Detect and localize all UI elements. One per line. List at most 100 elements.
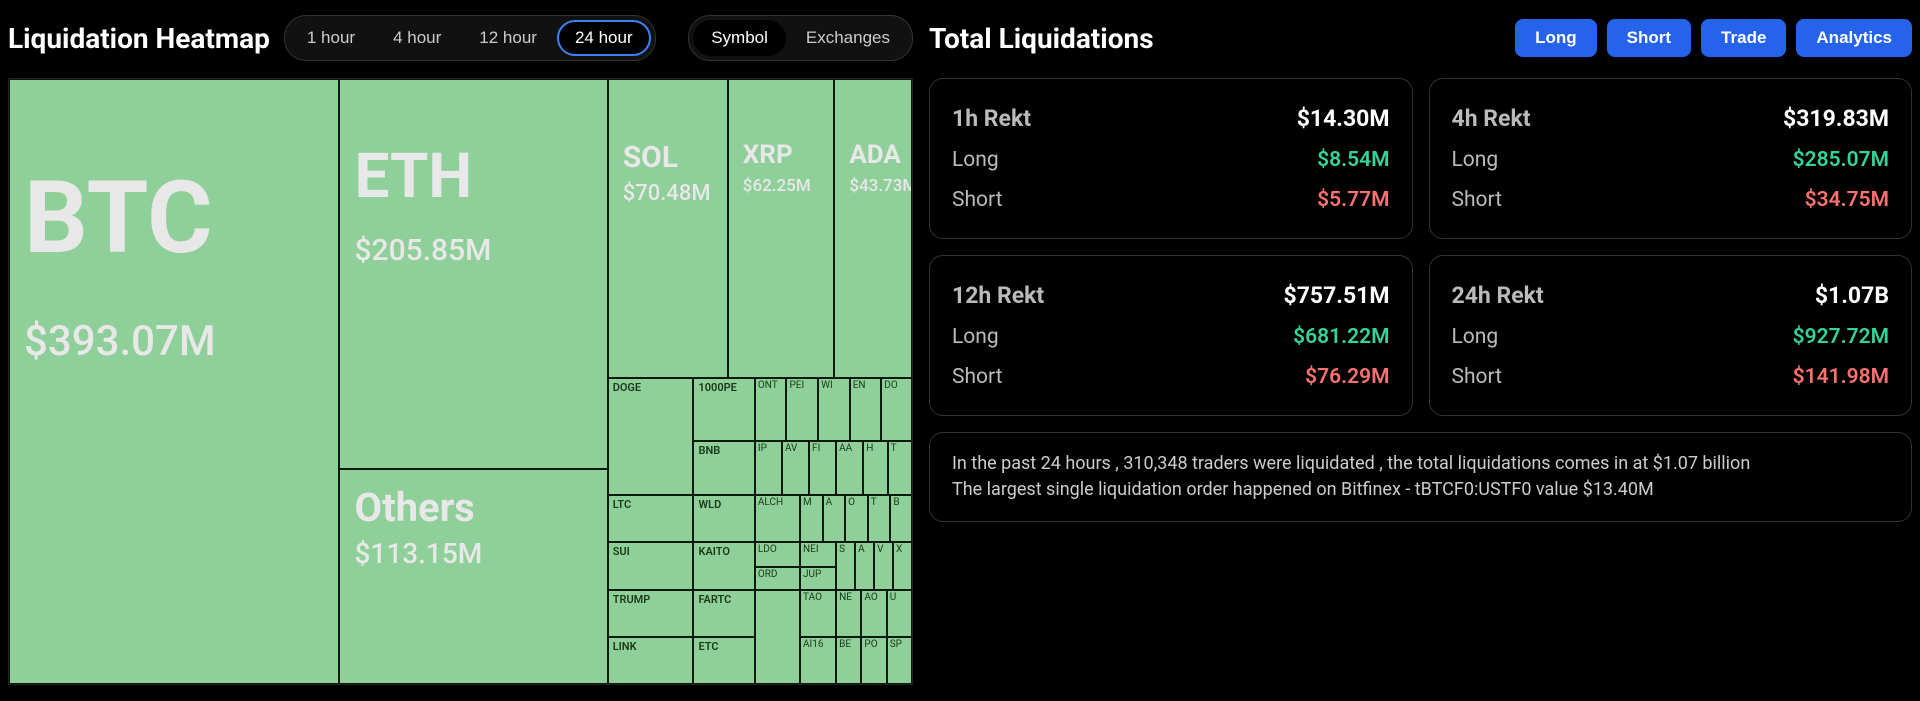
treemap-cell-tao[interactable]: TAO (800, 590, 836, 637)
long-label: Long (1452, 148, 1499, 172)
treemap-cell-po[interactable]: PO (861, 637, 886, 684)
liquidation-treemap: BTC $393.07M ETH $205.85M Others $113.15… (8, 78, 913, 685)
treemap-cell-b[interactable]: B (890, 495, 912, 542)
treemap-cell-ao[interactable]: AO (861, 590, 886, 637)
treemap-cell-ont[interactable]: ONT (755, 378, 787, 440)
treemap-cell-s[interactable]: S (836, 542, 855, 589)
treemap-cell-be[interactable]: BE (836, 637, 861, 684)
treemap-cell-wi[interactable]: WI (818, 378, 850, 440)
rekt-card-12h: 12h Rekt $757.51M Long $681.22M Short $7… (929, 255, 1413, 416)
time-tab-12h[interactable]: 12 hour (461, 20, 555, 56)
treemap-cell-bnb[interactable]: BNB (693, 441, 754, 495)
cell-value: $62.25M (743, 176, 820, 196)
treemap-cell-pei[interactable]: PEI (786, 378, 818, 440)
treemap-cell-others[interactable]: Others $113.15M (339, 469, 607, 684)
cell-symbol: XRP (743, 140, 820, 170)
cell-value: $43.73M (849, 176, 897, 196)
summary-line-2: The largest single liquidation order hap… (952, 477, 1889, 503)
treemap-cell-o[interactable]: O (845, 495, 868, 542)
treemap-cell-etc[interactable]: ETC (693, 637, 754, 684)
treemap-cell-jup[interactable]: JUP (800, 567, 836, 590)
cell-symbol: BE (839, 639, 851, 650)
treemap-cell-fi[interactable]: FI (809, 441, 836, 495)
treemap-cell-ne[interactable]: NE (836, 590, 861, 637)
treemap-cell-u[interactable]: U (887, 590, 912, 637)
cell-symbol: SOL (623, 140, 713, 175)
cell-symbol: SUI (613, 545, 630, 558)
cell-symbol: TRUMP (613, 593, 651, 606)
action-button-group: Long Short Trade Analytics (1515, 19, 1912, 57)
short-value: $76.29M (1305, 365, 1389, 389)
cell-symbol: A (826, 497, 833, 508)
treemap-cell-fartc[interactable]: FARTC (693, 590, 754, 637)
view-tab-symbol[interactable]: Symbol (693, 20, 786, 56)
treemap-cell-doge[interactable]: DOGE (608, 378, 694, 495)
long-label: Long (952, 148, 999, 172)
treemap-cell-a[interactable]: A (823, 495, 846, 542)
treemap-cell-alch[interactable]: ALCH (755, 495, 800, 542)
cell-symbol: ORD (758, 569, 778, 580)
cell-symbol: BNB (698, 444, 720, 457)
treemap-cell-ip[interactable]: IP (755, 441, 782, 495)
summary-box: In the past 24 hours , 310,348 traders w… (929, 432, 1912, 522)
card-title: 24h Rekt (1452, 282, 1544, 309)
treemap-cell-h[interactable]: H (863, 441, 887, 495)
cell-symbol: LDO (758, 544, 777, 555)
treemap-cell-ord[interactable]: ORD (755, 567, 800, 590)
treemap-cell-a2[interactable]: A (855, 542, 874, 589)
cell-symbol: U (890, 592, 896, 603)
heatmap-title: Liquidation Heatmap (8, 22, 270, 55)
treemap-cell-m[interactable]: M (800, 495, 823, 542)
card-total: $14.30M (1297, 105, 1390, 132)
treemap-cell-sol[interactable]: SOL $70.48M (608, 79, 728, 378)
treemap-cell-eth[interactable]: ETH $205.85M (339, 79, 607, 469)
treemap-cell-1000pe[interactable]: 1000PE (693, 378, 754, 440)
treemap-cell-t[interactable]: T (888, 441, 912, 495)
cell-symbol: AI16 (803, 639, 823, 650)
view-tab-exchanges[interactable]: Exchanges (788, 20, 908, 56)
short-value: $141.98M (1793, 365, 1889, 389)
long-value: $927.72M (1793, 325, 1889, 349)
treemap-cell-do[interactable]: DO (881, 378, 912, 440)
time-tab-24h[interactable]: 24 hour (557, 20, 651, 56)
cell-symbol: DOGE (613, 381, 641, 394)
analytics-button[interactable]: Analytics (1796, 19, 1912, 57)
cell-symbol: FARTC (698, 593, 731, 606)
treemap-cell-sui[interactable]: SUI (608, 542, 694, 589)
treemap-cell-ada[interactable]: ADA $43.73M (834, 79, 912, 378)
short-value: $34.75M (1805, 188, 1889, 212)
cell-symbol: WI (821, 380, 833, 391)
treemap-cell-ai16[interactable]: AI16 (800, 637, 836, 684)
treemap-cell-link[interactable]: LINK (608, 637, 694, 684)
treemap-cell-x[interactable]: X (893, 542, 912, 589)
cell-symbol: T (891, 443, 897, 454)
cell-symbol: AV (785, 443, 797, 454)
treemap-cell-sp[interactable]: SP (887, 637, 912, 684)
cell-symbol: AO (864, 592, 877, 603)
treemap-cell-nei[interactable]: NEI (800, 542, 836, 566)
trade-button[interactable]: Trade (1701, 19, 1786, 57)
treemap-cell-ltc[interactable]: LTC (608, 495, 694, 542)
long-button[interactable]: Long (1515, 19, 1597, 57)
treemap-cell-btc[interactable]: BTC $393.07M (9, 79, 339, 684)
cell-symbol: EN (853, 380, 866, 391)
time-tab-1h[interactable]: 1 hour (289, 20, 373, 56)
time-tab-4h[interactable]: 4 hour (375, 20, 459, 56)
cell-symbol: TAO (803, 592, 822, 603)
long-value: $681.22M (1293, 325, 1389, 349)
cell-symbol: V (877, 544, 883, 555)
treemap-cell-av[interactable]: AV (782, 441, 809, 495)
treemap-cell-xrp[interactable]: XRP $62.25M (728, 79, 835, 378)
treemap-cell-t2[interactable]: T (868, 495, 891, 542)
cell-symbol: LINK (613, 640, 637, 653)
treemap-cell-aa[interactable]: AA (836, 441, 863, 495)
cell-symbol: IP (758, 443, 767, 454)
treemap-cell-ldo[interactable]: LDO (755, 542, 800, 566)
short-button[interactable]: Short (1607, 19, 1691, 57)
long-label: Long (952, 325, 999, 349)
treemap-cell-trump[interactable]: TRUMP (608, 590, 694, 637)
treemap-cell-v[interactable]: V (874, 542, 893, 589)
treemap-cell-kaito[interactable]: KAITO (693, 542, 754, 589)
treemap-cell-wld[interactable]: WLD (693, 495, 754, 542)
treemap-cell-en[interactable]: EN (850, 378, 882, 440)
